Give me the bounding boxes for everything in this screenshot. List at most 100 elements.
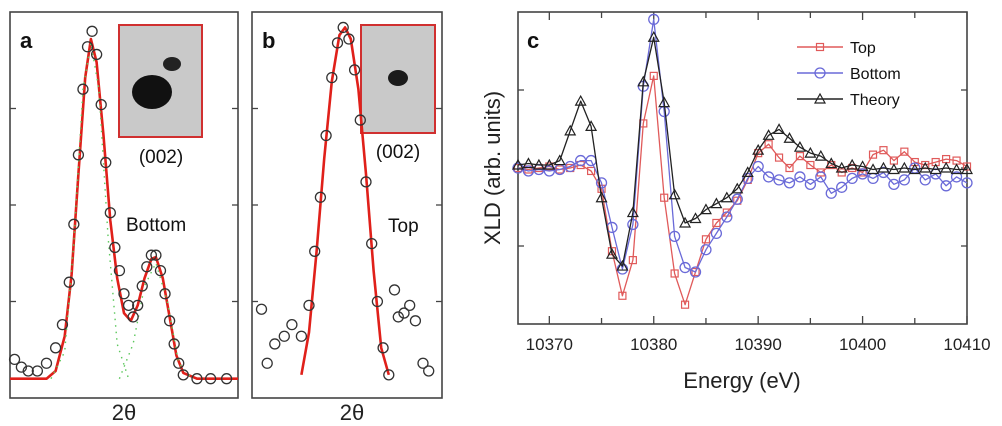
panel-a-data-point	[49, 342, 62, 354]
panel-c-point-bottom	[595, 177, 608, 189]
panel-c-point-theory	[731, 182, 744, 194]
panel-b-data-point	[366, 237, 378, 250]
panel-c-point-top	[868, 150, 878, 159]
panel-c-point-bottom	[689, 266, 702, 278]
panel-c-point-theory	[856, 160, 869, 172]
panel-a-data-point	[56, 319, 69, 331]
panel-a-data-point	[113, 264, 126, 277]
panel-a-data-point	[40, 357, 53, 369]
panel-c-point-theory	[846, 158, 859, 170]
panel-c-x-tick-label-2: 10390	[735, 335, 782, 354]
legend-marker-bottom	[814, 67, 826, 79]
panel-b-data-point	[303, 299, 315, 312]
panel-c-point-top	[628, 256, 637, 265]
panel-c-xlabel: Energy (eV)	[683, 368, 800, 393]
panel-c-point-bottom	[804, 178, 817, 190]
panel-b-data-point	[417, 357, 429, 369]
panel-b-ticks	[252, 107, 442, 303]
panel-a-inset-spot-large	[132, 75, 172, 109]
panel-c-point-theory	[867, 163, 880, 175]
panel-a-data-point	[122, 299, 135, 312]
panel-c-point-bottom	[836, 181, 848, 193]
panel-c-point-bottom	[668, 230, 681, 242]
panel-c-point-bottom	[919, 174, 931, 186]
panel-b-data-point	[404, 299, 416, 312]
panel-a-data-point	[163, 315, 176, 327]
panel-b-data-point	[331, 37, 344, 49]
panel-c-point-theory	[699, 203, 712, 215]
panel-b-letter: b	[262, 28, 275, 53]
panel-a-data-point	[132, 299, 144, 312]
panel-c-plot	[511, 13, 974, 309]
panel-c-point-theory	[793, 140, 806, 152]
panel-b-data-point	[348, 64, 361, 76]
panel-c-point-top	[795, 152, 805, 161]
panel-c-point-theory	[574, 94, 587, 106]
panel-a-data-point	[154, 264, 167, 277]
panel-c-point-top	[691, 267, 700, 277]
panel-b-plot	[255, 21, 435, 381]
panel-a-data-point	[204, 373, 217, 385]
panel-c-point-theory	[658, 96, 671, 108]
panel-b-data-point	[383, 369, 395, 381]
panel-c-point-bottom	[721, 211, 733, 223]
legend-label-bottom: Bottom	[850, 66, 901, 83]
panel-c-point-theory	[773, 123, 786, 134]
panel-a-letter: a	[20, 28, 33, 53]
panel-a-plot	[8, 25, 238, 385]
panel-c-point-theory	[710, 197, 723, 209]
panel-a-inset-spot-small	[163, 57, 181, 71]
panel-c-point-top	[586, 166, 596, 176]
panel-c-point-bottom	[700, 244, 712, 256]
panel-a-data-point	[95, 98, 107, 111]
panel-c-x-tick-label-3: 10400	[839, 335, 886, 354]
panel-a-data-point	[90, 48, 103, 61]
panel-a-data-point	[177, 369, 189, 381]
panel-c-x-tick-label-0: 10370	[526, 335, 573, 354]
panel-b-inset-spot	[388, 70, 408, 86]
panel-c-point-theory	[647, 31, 660, 42]
panel-c-point-theory	[543, 158, 556, 170]
panel-c-point-top	[618, 291, 627, 300]
panel-a-data-point	[100, 156, 112, 169]
panel-a-data-point	[8, 353, 21, 366]
panel-c-point-theory	[626, 206, 639, 218]
panel-a-data-point	[191, 373, 203, 385]
panel-c-point-theory	[720, 191, 733, 203]
panel-c-point-theory	[553, 154, 566, 166]
legend-label-top: Top	[850, 40, 876, 57]
panel-a-ticks	[10, 107, 238, 303]
panel-c-point-top	[764, 140, 773, 149]
panel-c-point-theory	[960, 163, 974, 175]
panel-c-point-bottom	[710, 227, 723, 240]
panel-a-annotation: Bottom	[126, 215, 186, 236]
panel-b: b (002) Top 2θ	[251, 11, 443, 425]
panel-b-data-point	[343, 33, 355, 45]
panel-b-data-point	[388, 284, 401, 296]
panel-b-data-point	[309, 245, 321, 257]
panel-c-point-top	[900, 147, 909, 156]
panel-c-point-top	[576, 160, 585, 170]
panel-b-data-point	[371, 295, 384, 308]
panel-c-point-top	[701, 235, 711, 244]
panel-b-data-point	[409, 315, 422, 327]
panel-c-point-theory	[564, 124, 577, 136]
panel-a-data-point	[127, 311, 139, 323]
panel-a-data-point	[173, 357, 185, 369]
panel-c-point-theory	[929, 163, 942, 175]
panel-c-point-bottom	[815, 171, 827, 183]
panel-c-line-top	[517, 75, 968, 306]
panel-c-point-bottom	[648, 13, 660, 26]
panel-a-inset-label: (002)	[139, 147, 183, 168]
panel-b-data-point	[269, 338, 281, 350]
panel-c-line-theory	[517, 36, 967, 267]
panel-c-point-theory	[919, 161, 932, 173]
panel-c-letter: c	[527, 28, 539, 53]
panel-c-point-bottom	[940, 180, 952, 192]
panel-a-data-point	[86, 25, 98, 37]
panel-b-xlabel: 2θ	[340, 400, 364, 425]
panel-c-point-theory	[762, 129, 775, 140]
panel-a-xlabel: 2θ	[112, 400, 136, 425]
panel-b-data-point	[314, 191, 327, 203]
